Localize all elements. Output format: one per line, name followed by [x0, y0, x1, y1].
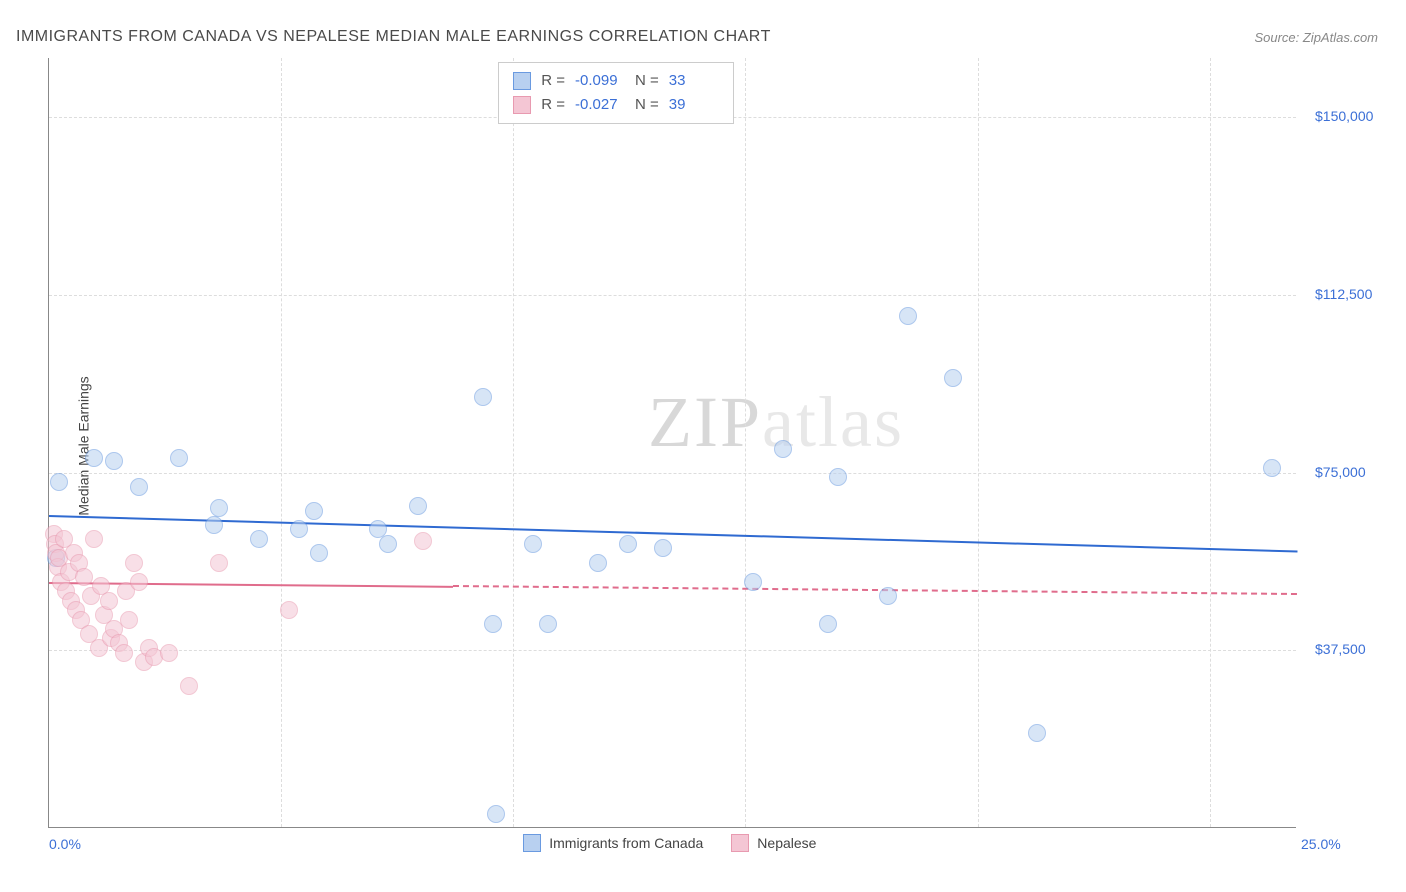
source-attribution: Source: ZipAtlas.com — [1254, 30, 1378, 45]
legend-swatch — [523, 834, 541, 852]
stats-row: R = -0.099 N = 33 — [513, 69, 719, 93]
data-point — [290, 520, 308, 538]
stats-legend: R = -0.099 N = 33 R = -0.027 N = 39 — [498, 62, 734, 124]
data-point — [310, 544, 328, 562]
gridline-h — [49, 650, 1296, 651]
data-point — [484, 615, 502, 633]
data-point — [85, 530, 103, 548]
chart-container: IMMIGRANTS FROM CANADA VS NEPALESE MEDIA… — [0, 0, 1406, 892]
y-tick-label: $112,500 — [1315, 286, 1372, 302]
stat-n-value: 33 — [669, 69, 719, 93]
data-point — [474, 388, 492, 406]
data-point — [305, 502, 323, 520]
data-point — [120, 611, 138, 629]
data-point — [100, 592, 118, 610]
legend-swatch — [731, 834, 749, 852]
legend-item: Immigrants from Canada — [523, 834, 703, 852]
stat-r-label: R = — [541, 93, 565, 117]
data-point — [819, 615, 837, 633]
gridline-h — [49, 473, 1296, 474]
data-point — [85, 449, 103, 467]
plot-area: ZIPatlas $37,500$75,000$112,500$150,0000… — [48, 58, 1296, 828]
data-point — [774, 440, 792, 458]
data-point — [409, 497, 427, 515]
data-point — [744, 573, 762, 591]
gridline-v — [1210, 58, 1211, 827]
data-point — [1028, 724, 1046, 742]
trend-line — [453, 585, 1297, 595]
data-point — [75, 568, 93, 586]
gridline-h — [49, 295, 1296, 296]
data-point — [944, 369, 962, 387]
chart-title: IMMIGRANTS FROM CANADA VS NEPALESE MEDIA… — [16, 28, 771, 46]
data-point — [280, 601, 298, 619]
stat-r-label: R = — [541, 69, 565, 93]
stat-n-label: N = — [635, 93, 659, 117]
data-point — [487, 805, 505, 823]
data-point — [250, 530, 268, 548]
data-point — [654, 539, 672, 557]
gridline-v — [513, 58, 514, 827]
y-tick-label: $75,000 — [1315, 464, 1366, 480]
legend-item: Nepalese — [731, 834, 816, 852]
stats-row: R = -0.027 N = 39 — [513, 93, 719, 117]
data-point — [589, 554, 607, 572]
data-point — [619, 535, 637, 553]
data-point — [210, 554, 228, 572]
series-legend: Immigrants from Canada Nepalese — [523, 834, 816, 852]
legend-swatch — [513, 96, 531, 114]
data-point — [170, 449, 188, 467]
y-tick-label: $37,500 — [1315, 641, 1366, 657]
data-point — [524, 535, 542, 553]
gridline-v — [978, 58, 979, 827]
data-point — [160, 644, 178, 662]
legend-label: Nepalese — [757, 835, 816, 851]
trend-line — [49, 515, 1297, 553]
legend-swatch — [513, 72, 531, 90]
data-point — [130, 478, 148, 496]
stat-n-value: 39 — [669, 93, 719, 117]
legend-label: Immigrants from Canada — [549, 835, 703, 851]
data-point — [105, 452, 123, 470]
data-point — [829, 468, 847, 486]
data-point — [1263, 459, 1281, 477]
stat-r-value: -0.099 — [575, 69, 625, 93]
y-tick-label: $150,000 — [1315, 108, 1373, 124]
x-tick-label: 0.0% — [49, 836, 81, 852]
data-point — [125, 554, 143, 572]
data-point — [210, 499, 228, 517]
data-point — [130, 573, 148, 591]
data-point — [414, 532, 432, 550]
gridline-v — [281, 58, 282, 827]
x-tick-label: 25.0% — [1301, 836, 1341, 852]
data-point — [379, 535, 397, 553]
data-point — [899, 307, 917, 325]
data-point — [879, 587, 897, 605]
data-point — [205, 516, 223, 534]
gridline-v — [745, 58, 746, 827]
data-point — [50, 473, 68, 491]
data-point — [539, 615, 557, 633]
stat-r-value: -0.027 — [575, 93, 625, 117]
stat-n-label: N = — [635, 69, 659, 93]
data-point — [115, 644, 133, 662]
data-point — [180, 677, 198, 695]
